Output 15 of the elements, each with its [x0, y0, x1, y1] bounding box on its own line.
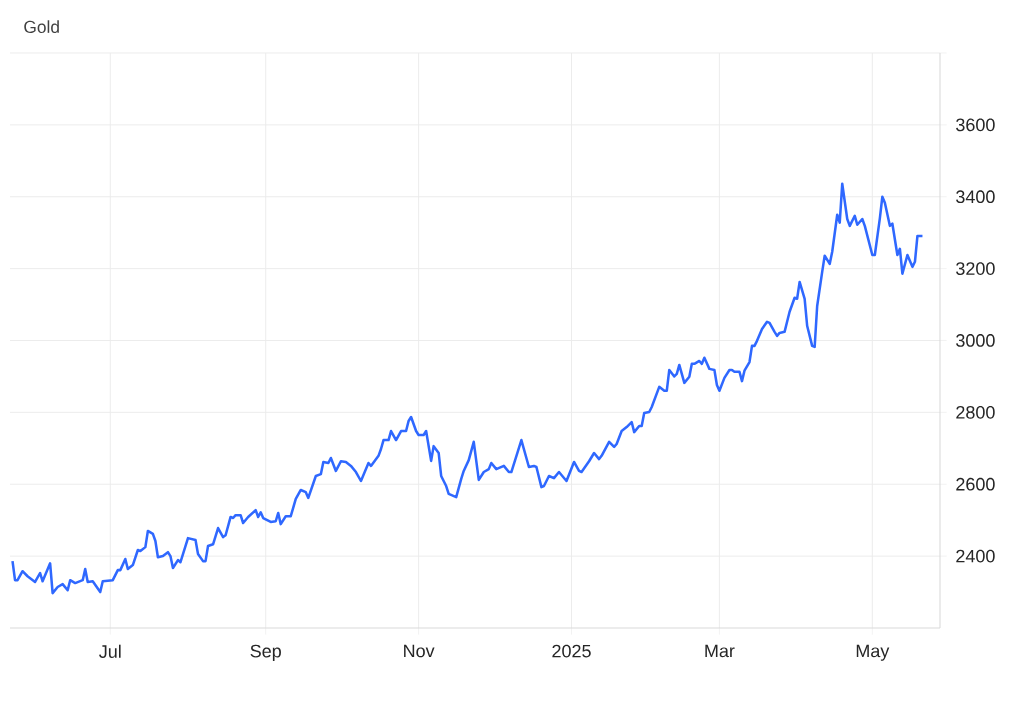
chart-title: Gold: [24, 20, 59, 34]
x-tick-label: 2025: [552, 644, 591, 658]
y-tick-label: 3400: [956, 190, 995, 204]
x-tick-label: Mar: [705, 644, 735, 658]
y-tick-label: 2800: [956, 405, 995, 419]
y-tick-label: 3200: [956, 262, 995, 275]
x-tick-label: Nov: [404, 644, 435, 658]
x-tick-label: May: [856, 644, 890, 661]
y-tick-label: 2400: [956, 549, 995, 563]
y-tick-label: 2600: [956, 477, 995, 491]
y-tick-label: 3000: [956, 334, 995, 347]
line-series: [11, 182, 924, 595]
x-tick-label: Jul: [99, 644, 121, 658]
y-tick-label: 3600: [956, 118, 995, 132]
x-tick-label: Sep: [250, 644, 281, 662]
